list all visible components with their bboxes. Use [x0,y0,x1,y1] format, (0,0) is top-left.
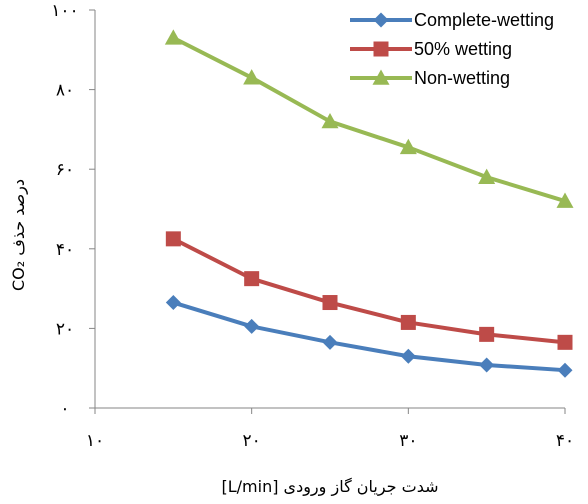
legend-marker [373,41,389,57]
y-tick-label: ۸۰ [56,81,74,101]
x-tick-label: ۲۰ [243,431,261,451]
data-point-non-wetting [556,192,574,208]
legend: Complete-wetting 50% wetting Non-wetting [350,10,554,88]
data-point-complete-wetting [244,318,260,334]
legend-label: Non-wetting [414,68,510,88]
legend-label: 50% wetting [414,39,512,59]
x-tick-label: ۳۰ [399,431,417,451]
data-point-non-wetting [478,168,496,184]
data-point-50-wetting [400,314,416,330]
data-point-non-wetting [164,29,182,45]
series-line-50-wetting [171,236,567,345]
y-tick-label: ۶۰ [56,160,74,180]
y-tick-label: ۴۰ [56,240,74,260]
data-point-50-wetting [165,231,181,247]
legend-entry-50-wetting: 50% wetting [350,39,512,59]
series-complete-wetting [165,295,573,378]
x-axis-title: شدت جریان گاز ورودی [L/min] [221,477,438,497]
series-layer [164,29,574,378]
series-line-non-wetting [171,35,567,204]
data-point-non-wetting [243,69,261,85]
y-tick-label: ۰ [60,399,69,419]
data-point-non-wetting [399,138,417,155]
y-tick-label: ۲۰ [56,319,74,339]
series-line-complete-wetting [171,300,567,373]
data-point-50-wetting [322,295,338,311]
x-tick-label: ۱۰ [86,431,104,451]
data-point-complete-wetting [165,295,181,311]
data-point-50-wetting [479,326,495,342]
data-point-complete-wetting [322,334,338,350]
data-point-50-wetting [244,271,260,287]
legend-entry-complete-wetting: Complete-wetting [350,10,554,30]
legend-label: Complete-wetting [414,10,554,30]
y-tick-label: ۱۰۰ [51,1,78,21]
data-point-complete-wetting [400,348,416,364]
data-point-complete-wetting [479,357,495,373]
legend-marker [372,69,390,85]
series-50-wetting [165,231,573,350]
axes: ۰ ۲۰ ۴۰ ۶۰ ۸۰ ۱۰۰ ۱۰ ۲۰ ۳۰ ۴۰ [51,1,574,451]
series-non-wetting [164,29,574,208]
x-tick-label: ۴۰ [556,431,574,451]
legend-marker [373,12,389,28]
data-point-complete-wetting [557,362,573,378]
data-point-non-wetting [321,112,339,129]
legend-entry-non-wetting: Non-wetting [350,68,510,88]
data-point-50-wetting [557,334,573,350]
y-axis-title: درصد حذف CO₂ [9,179,29,291]
